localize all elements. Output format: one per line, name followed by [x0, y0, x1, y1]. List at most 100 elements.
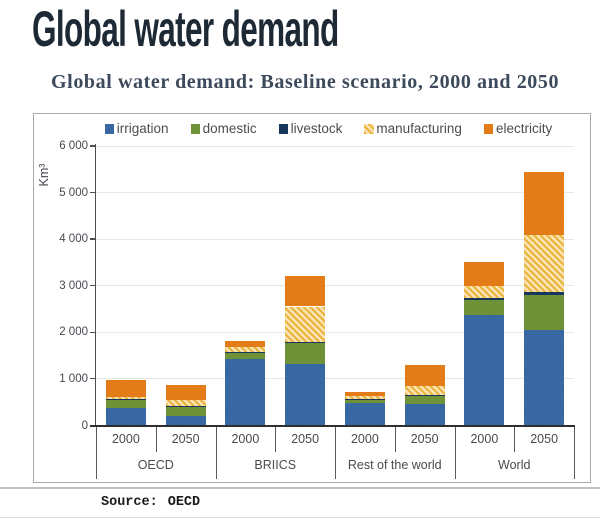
group-label: OECD	[137, 457, 174, 472]
bar-segment-manufacturing	[404, 385, 445, 395]
gridline	[96, 192, 574, 194]
bar-segment-domestic	[524, 294, 565, 331]
chart-title: Global water demand: Baseline scenario, …	[51, 71, 560, 93]
bar-segment-electricity	[105, 380, 146, 397]
x-axis-line	[90, 425, 575, 427]
y-axis-tick	[90, 238, 96, 240]
bar-segment-domestic	[165, 406, 206, 416]
y-axis-tick	[90, 378, 96, 380]
bar-segment-livestock	[404, 394, 445, 396]
y-tick-label: 3 000	[59, 279, 88, 292]
bottom-rule	[0, 517, 600, 518]
group-separator	[215, 426, 217, 479]
legend-item-irrigation: irrigation	[104, 121, 169, 136]
year-label: 2000	[111, 431, 140, 446]
gridline	[96, 145, 574, 147]
bar-segment-irrigation	[225, 359, 266, 426]
bar-segment-electricity	[404, 364, 445, 386]
bar-segment-manufacturing	[105, 396, 146, 400]
category-axis: 2000 2050 2000 2050 2000 2050 2000 2050 OECD BRII…	[96, 426, 575, 479]
year-label: 2000	[350, 431, 379, 446]
bar-segment-irrigation	[285, 364, 326, 426]
year-label: 2050	[410, 431, 439, 446]
gridline	[96, 331, 574, 333]
group-separator	[335, 426, 336, 479]
legend-label: livestock	[290, 121, 343, 136]
y-axis-title: Km³	[37, 163, 51, 187]
bar-segment-irrigation	[105, 408, 146, 426]
year-separator	[514, 426, 516, 452]
group-separator	[574, 426, 575, 479]
bar-segment-irrigation	[344, 402, 385, 426]
group-label: World	[498, 457, 531, 472]
legend-label: manufacturing	[376, 121, 462, 136]
group-separator	[96, 426, 97, 479]
legend-label: irrigation	[116, 121, 169, 136]
legend-label: domestic	[202, 121, 257, 136]
source-value: OECD	[167, 495, 201, 510]
bar-segment-domestic	[285, 342, 326, 365]
year-separator	[275, 426, 277, 452]
bar-segment-manufacturing	[524, 235, 565, 292]
year-label: 2050	[530, 431, 559, 446]
bar-segment-electricity	[524, 172, 565, 236]
legend-swatch-irrigation	[104, 124, 115, 134]
bar-segment-irrigation	[464, 315, 505, 426]
y-tick-label: 1 000	[59, 372, 88, 385]
y-tick-label: 6 000	[59, 140, 88, 152]
bar-segment-manufacturing	[165, 400, 206, 407]
plot-area: Km³ 0 1 000 2 000 3 000 4 000 5 000 6 000	[37, 140, 575, 432]
bar-segment-livestock	[285, 341, 326, 343]
y-axis-tick	[90, 145, 96, 147]
bar-segment-domestic	[225, 352, 266, 360]
gridline	[96, 378, 574, 380]
legend-swatch-manufacturing	[364, 124, 374, 134]
bar-segment-irrigation	[524, 330, 565, 426]
y-axis-tick	[90, 331, 96, 333]
gridline	[96, 285, 574, 287]
bar-segment-electricity	[285, 275, 326, 307]
bar-segment-irrigation	[165, 415, 206, 426]
legend-item-livestock: livestock	[278, 121, 343, 136]
bar-segment-manufacturing	[285, 306, 326, 342]
bar-segment-electricity	[165, 385, 206, 401]
chart-legend: irrigation domestic livestock manufacturing…	[97, 122, 576, 136]
y-tick-label: 0	[81, 419, 88, 432]
legend-label: electricity	[495, 121, 553, 136]
bar-segment-livestock	[464, 297, 505, 300]
bar-segment-manufacturing	[225, 347, 266, 353]
bar-segment-irrigation	[404, 404, 445, 426]
bar-segment-electricity	[464, 261, 505, 286]
year-label: 2050	[291, 431, 320, 446]
bar-segment-domestic	[464, 299, 505, 316]
source-note: Source: OECD	[101, 495, 200, 510]
year-label: 2050	[171, 431, 200, 446]
y-axis-tick	[90, 191, 96, 194]
bar-segment-domestic	[105, 399, 146, 409]
y-tick-label: 5 000	[59, 186, 88, 199]
y-tick-label: 2 000	[59, 326, 88, 339]
legend-swatch-livestock	[278, 124, 289, 134]
legend-item-manufacturing: manufacturing	[364, 122, 462, 136]
group-label: BRIICS	[254, 457, 297, 472]
year-label: 2000	[231, 431, 260, 446]
year-separator	[394, 426, 396, 452]
y-tick-label: 4 000	[59, 233, 88, 246]
chart: irrigation domestic livestock manufacturing…	[33, 113, 591, 483]
legend-item-domestic: domestic	[190, 121, 257, 136]
y-axis-tick	[90, 285, 96, 287]
bar-segment-domestic	[404, 395, 445, 405]
bar-segment-electricity	[225, 340, 266, 348]
y-axis-line	[95, 144, 97, 426]
bar-segment-domestic	[344, 399, 385, 403]
source-label: Source:	[101, 495, 158, 510]
gridline	[96, 238, 574, 240]
bar-segment-electricity	[344, 392, 385, 397]
separator-rule	[0, 487, 600, 489]
group-label: Rest of the world	[347, 457, 442, 472]
year-separator	[155, 426, 157, 452]
legend-swatch-domestic	[190, 124, 201, 134]
page-title: Global water demand	[32, 1, 339, 57]
legend-swatch-electricity	[483, 124, 494, 134]
